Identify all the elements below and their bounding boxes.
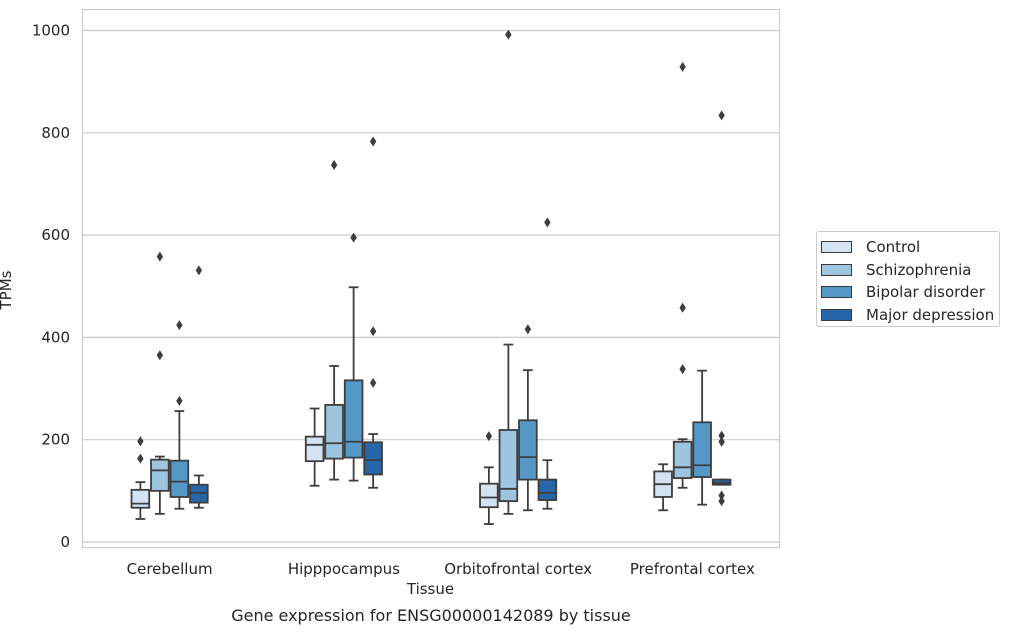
box-body <box>169 459 190 498</box>
y-tick-label: 0 <box>60 533 70 551</box>
box-body <box>304 435 325 463</box>
outlier-point <box>369 326 377 337</box>
box-body <box>672 440 693 479</box>
outlier-point <box>718 436 725 447</box>
outlier-point <box>718 110 725 121</box>
legend-swatch-control <box>821 241 852 254</box>
outlier-point <box>156 251 164 262</box>
y-tick-label: 400 <box>41 328 70 346</box>
legend-label-control: Control <box>866 238 921 257</box>
outlier-point <box>718 490 725 501</box>
x-axis-label: Tissue <box>406 580 455 598</box>
outlier-point <box>156 350 164 361</box>
outlier-point <box>524 324 532 335</box>
y-axis-label-wrap: TPMs <box>0 271 26 320</box>
legend-label-major-depression: Major depression <box>866 305 995 324</box>
y-tick-label: 800 <box>41 124 70 142</box>
box <box>498 29 519 515</box>
box <box>304 407 325 487</box>
outlier-point <box>718 496 725 507</box>
legend-swatch-bipolar-disorder <box>821 286 852 299</box>
box <box>653 463 673 512</box>
outlier-point <box>195 265 203 276</box>
x-tick-label: Hipppocampus <box>288 560 400 578</box>
outlier-point <box>485 431 493 442</box>
box <box>169 320 190 510</box>
y-tick-label: 200 <box>41 431 70 449</box>
box-body <box>479 482 499 509</box>
box-body <box>324 404 344 460</box>
outlier-point <box>679 364 686 375</box>
box-body <box>343 379 364 459</box>
box <box>343 232 364 482</box>
y-tick-label: 1000 <box>32 22 70 40</box>
outlier-point <box>718 430 725 441</box>
legend-label-schizophrenia: Schizophrenia <box>866 260 972 279</box>
box-body <box>692 421 712 478</box>
legend-item-control: Control <box>821 236 999 259</box>
outlier-point <box>369 136 377 147</box>
x-tick-label: Prefrontal cortex <box>630 560 755 578</box>
box <box>692 369 712 506</box>
legend-item-schizophrenia: Schizophrenia <box>821 259 999 282</box>
box-body <box>130 488 151 509</box>
x-tick-label: Orbitofrontal cortex <box>444 560 592 578</box>
outlier-point <box>350 232 357 243</box>
box-body <box>711 478 732 486</box>
box-body <box>150 458 170 492</box>
outlier-point <box>544 217 551 228</box>
outlier-point <box>505 29 512 40</box>
y-tick-labels: 0 200 400 600 800 1000 <box>32 22 70 552</box>
x-tick-labels: Cerebellum Hipppocampus Orbitofrontal cort… <box>127 560 755 578</box>
outlier-point <box>137 453 144 464</box>
x-tick-label: Cerebellum <box>127 560 213 578</box>
y-gridlines <box>82 29 780 543</box>
box <box>363 136 383 489</box>
box <box>672 61 693 489</box>
outlier-point <box>176 320 183 331</box>
box-body <box>518 419 538 481</box>
box-body <box>498 429 519 502</box>
box <box>479 431 499 525</box>
box-body <box>363 441 383 476</box>
legend-swatch-schizophrenia <box>821 263 852 276</box>
y-axis-label: TPMs <box>0 270 15 310</box>
box <box>324 160 344 481</box>
y-tick-label: 600 <box>41 226 70 244</box>
legend-item-major-depression: Major depression <box>821 304 999 327</box>
legend-item-bipolar-disorder: Bipolar disorder <box>821 281 999 304</box>
plot-frame <box>81 8 781 549</box>
box <box>518 324 538 512</box>
outlier-point <box>176 395 183 406</box>
outlier-point <box>369 377 377 388</box>
legend: Control Schizophrenia Bipolar disorder M… <box>816 231 1000 327</box>
box <box>711 110 732 507</box>
box <box>189 265 209 509</box>
box <box>537 217 558 510</box>
outlier-point <box>679 302 686 313</box>
chart-caption: Gene expression for ENSG00000142089 by t… <box>231 606 631 625</box>
outlier-point <box>330 160 338 171</box>
outlier-point <box>137 436 144 447</box>
box-body <box>537 478 558 501</box>
legend-swatch-major-depression <box>821 308 852 321</box>
box-groups <box>130 29 732 525</box>
box <box>150 251 170 515</box>
outlier-point <box>679 61 686 72</box>
legend-label-bipolar-disorder: Bipolar disorder <box>866 283 985 302</box>
box <box>130 436 151 520</box>
